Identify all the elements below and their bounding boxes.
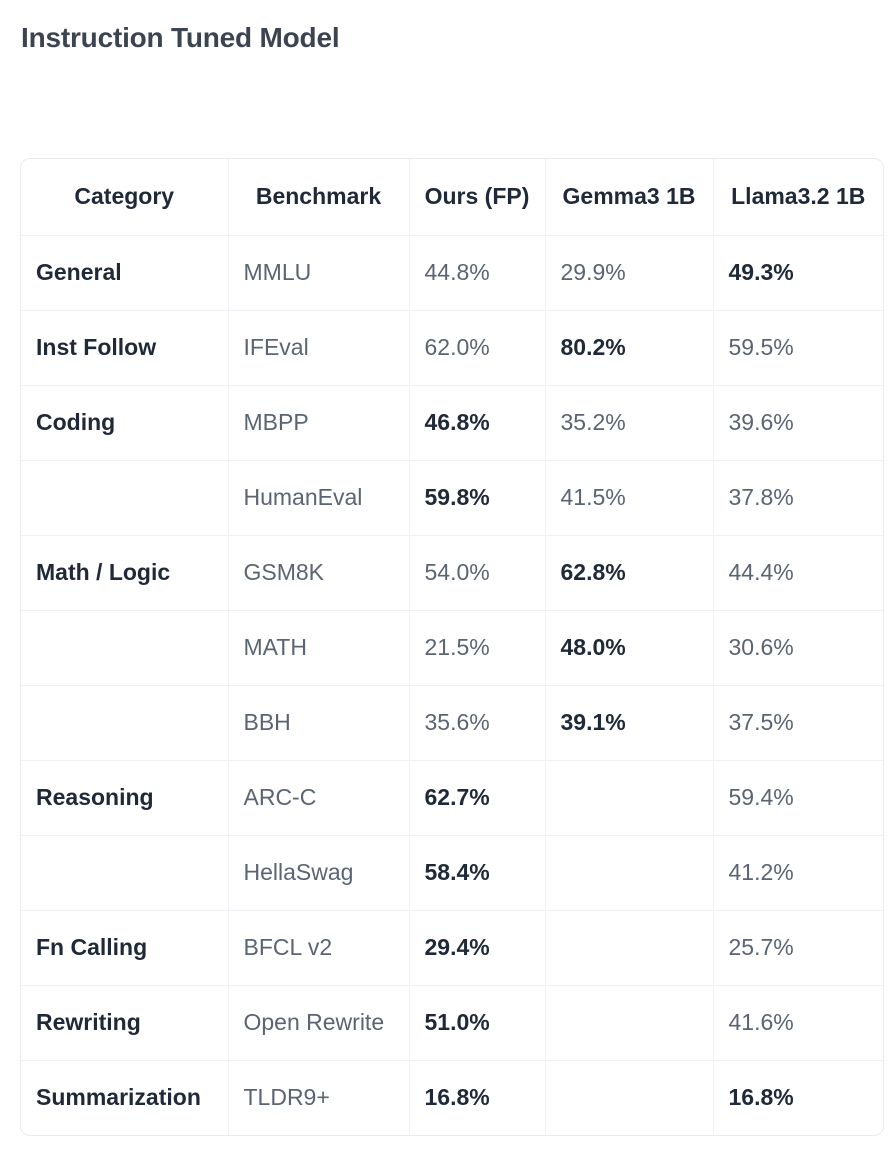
llama-score-cell: 41.6% (713, 985, 883, 1061)
category-cell (21, 610, 229, 686)
table-row: Fn Calling BFCL v2 29.4% 25.7% (21, 910, 883, 986)
ours-score-cell: 62.0% (409, 310, 546, 386)
category-cell: Math / Logic (21, 535, 229, 611)
category-cell (21, 685, 229, 761)
table-row: HumanEval 59.8% 41.5% 37.8% (21, 460, 883, 536)
llama-score-cell: 39.6% (713, 385, 883, 461)
benchmark-cell: HumanEval (228, 460, 410, 536)
ours-score-cell: 29.4% (409, 910, 546, 986)
ours-score-cell: 54.0% (409, 535, 546, 611)
gemma-score-cell (545, 910, 714, 986)
table-row: Math / Logic GSM8K 54.0% 62.8% 44.4% (21, 535, 883, 611)
ours-score-cell: 51.0% (409, 985, 546, 1061)
benchmark-cell: MBPP (228, 385, 410, 461)
category-cell: General (21, 235, 229, 311)
benchmark-cell: MATH (228, 610, 410, 686)
gemma-score-cell: 39.1% (545, 685, 714, 761)
llama-score-cell: 59.5% (713, 310, 883, 386)
gemma-score-cell (545, 760, 714, 836)
category-cell (21, 835, 229, 911)
benchmark-cell: IFEval (228, 310, 410, 386)
llama-score-cell: 37.5% (713, 685, 883, 761)
gemma-score-cell (545, 985, 714, 1061)
benchmark-cell: TLDR9+ (228, 1060, 410, 1135)
ours-score-cell: 62.7% (409, 760, 546, 836)
llama-score-cell: 37.8% (713, 460, 883, 536)
table-row: Coding MBPP 46.8% 35.2% 39.6% (21, 385, 883, 461)
benchmark-cell: Open Rewrite (228, 985, 410, 1061)
benchmark-cell: MMLU (228, 235, 410, 311)
ours-score-cell: 21.5% (409, 610, 546, 686)
category-cell: Inst Follow (21, 310, 229, 386)
ours-score-cell: 46.8% (409, 385, 546, 461)
table-row: HellaSwag 58.4% 41.2% (21, 835, 883, 911)
llama-score-cell: 49.3% (713, 235, 883, 311)
table-row: MATH 21.5% 48.0% 30.6% (21, 610, 883, 686)
table-header: Category Benchmark Ours (FP) Gemma3 1B L… (21, 159, 883, 236)
benchmark-cell: HellaSwag (228, 835, 410, 911)
benchmark-cell: BFCL v2 (228, 910, 410, 986)
table-row: Summarization TLDR9+ 16.8% 16.8% (21, 1060, 883, 1135)
table-row: Reasoning ARC-C 62.7% 59.4% (21, 760, 883, 836)
column-header-gemma: Gemma3 1B (545, 159, 714, 236)
table-row: BBH 35.6% 39.1% 37.5% (21, 685, 883, 761)
llama-score-cell: 30.6% (713, 610, 883, 686)
ours-score-cell: 44.8% (409, 235, 546, 311)
ours-score-cell: 16.8% (409, 1060, 546, 1135)
header-row: Category Benchmark Ours (FP) Gemma3 1B L… (21, 159, 883, 236)
category-cell: Reasoning (21, 760, 229, 836)
table-row: General MMLU 44.8% 29.9% 49.3% (21, 235, 883, 311)
category-cell: Rewriting (21, 985, 229, 1061)
gemma-score-cell (545, 1060, 714, 1135)
benchmark-cell: GSM8K (228, 535, 410, 611)
results-table-container: Category Benchmark Ours (FP) Gemma3 1B L… (20, 158, 884, 1136)
category-cell: Coding (21, 385, 229, 461)
gemma-score-cell: 35.2% (545, 385, 714, 461)
column-header-llama: Llama3.2 1B (713, 159, 883, 236)
ours-score-cell: 35.6% (409, 685, 546, 761)
ours-score-cell: 58.4% (409, 835, 546, 911)
gemma-score-cell: 29.9% (545, 235, 714, 311)
benchmark-cell: BBH (228, 685, 410, 761)
llama-score-cell: 16.8% (728, 1084, 794, 1111)
column-header-ours: Ours (FP) (409, 159, 546, 236)
column-header-category: Category (21, 159, 229, 236)
page-title: Instruction Tuned Model (21, 22, 340, 53)
llama-score-cell: 25.7% (713, 910, 883, 986)
category-cell: Fn Calling (21, 910, 229, 986)
gemma-score-cell: 41.5% (545, 460, 714, 536)
ours-score-cell: 59.8% (409, 460, 546, 536)
category-cell (21, 460, 229, 536)
category-cell: Summarization (21, 1060, 229, 1135)
gemma-score-cell: 80.2% (545, 310, 714, 386)
benchmark-cell: ARC-C (228, 760, 410, 836)
results-table: Category Benchmark Ours (FP) Gemma3 1B L… (21, 159, 883, 1135)
llama-score-cell: 59.4% (713, 760, 883, 836)
table-row: Inst Follow IFEval 62.0% 80.2% 59.5% (21, 310, 883, 386)
llama-score-cell: 41.2% (713, 835, 883, 911)
llama-score-cell: 44.4% (713, 535, 883, 611)
gemma-score-cell: 48.0% (545, 610, 714, 686)
table-body: General MMLU 44.8% 29.9% 49.3% Inst Follow IFE… (21, 235, 883, 1135)
table-row: Rewriting Open Rewrite 51.0% 41.6% (21, 985, 883, 1061)
column-header-benchmark: Benchmark (228, 159, 410, 236)
gemma-score-cell (545, 835, 714, 911)
gemma-score-cell: 62.8% (545, 535, 714, 611)
